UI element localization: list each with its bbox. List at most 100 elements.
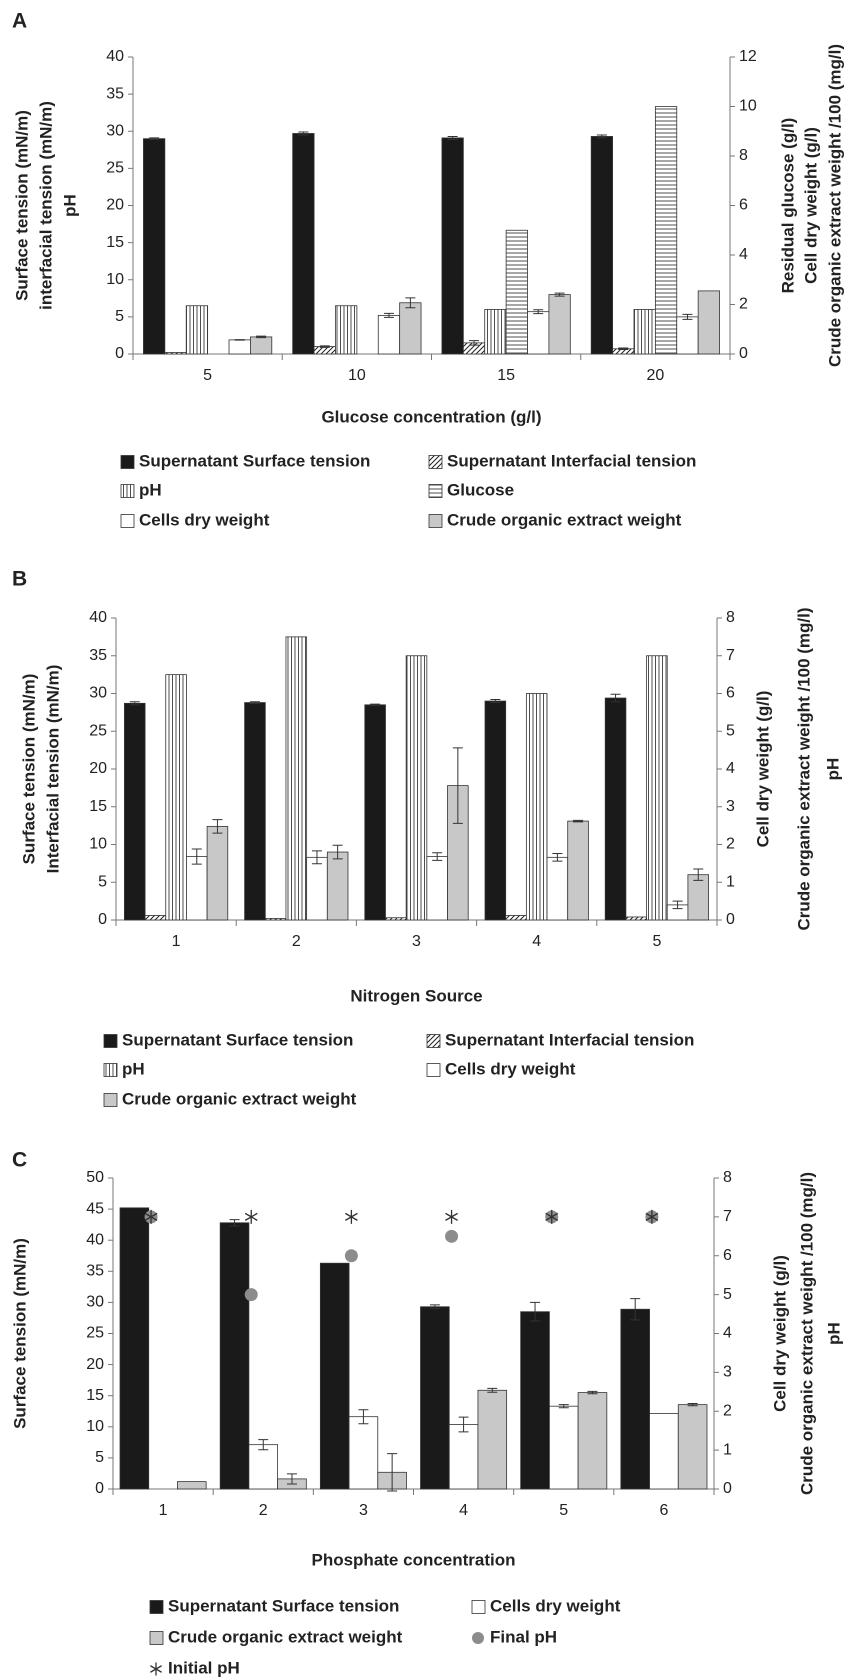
bar <box>377 314 401 355</box>
x-tick-label: 5 <box>652 933 661 950</box>
y2-tick-label: 10 <box>739 98 757 115</box>
legend-swatch <box>428 455 443 469</box>
error-bar <box>618 347 629 351</box>
bar <box>546 856 569 921</box>
y2-tick-label: 7 <box>723 1208 732 1225</box>
y2-tick-label: 8 <box>726 609 735 626</box>
legend-swatch <box>426 1034 441 1048</box>
bar <box>548 294 571 355</box>
error-bar <box>672 900 683 910</box>
error-bar <box>212 819 223 834</box>
y2-tick-label: 0 <box>726 911 735 928</box>
y-tick-label: 25 <box>106 160 124 177</box>
bar <box>405 655 428 921</box>
error-bar <box>432 852 443 861</box>
legend-swatch <box>426 1063 441 1077</box>
y-tick-label: 35 <box>89 647 107 664</box>
y-axis-title: Surface tension (mN/m) <box>19 674 38 865</box>
x-tick-label: 3 <box>359 1502 368 1519</box>
panel-label: B <box>12 568 27 591</box>
initial-ph-marker <box>545 1209 559 1224</box>
bar <box>124 702 146 921</box>
y2-tick-label: 3 <box>726 798 735 815</box>
bar <box>385 917 407 921</box>
y2-tick-label: 5 <box>723 1286 732 1303</box>
bar <box>484 700 507 921</box>
error-bar <box>610 693 621 703</box>
bar <box>484 309 507 355</box>
y2-axis-title: pH <box>824 1322 843 1345</box>
error-bar <box>469 340 480 346</box>
bar <box>319 1262 350 1490</box>
y-tick-label: 15 <box>106 234 124 251</box>
bar <box>248 1444 279 1490</box>
y2-axis-title: Cell dry weight (g/l) <box>753 691 772 848</box>
bar <box>399 302 422 355</box>
y2-tick-label: 6 <box>723 1247 732 1264</box>
bar <box>244 702 266 921</box>
x-tick-label: 4 <box>532 933 541 950</box>
legend-label: Supernatant Surface tension <box>168 1596 399 1615</box>
y-tick-label: 0 <box>95 1480 104 1497</box>
bar <box>441 137 464 355</box>
initial-ph-marker <box>345 1209 358 1224</box>
y-tick-label: 35 <box>86 1263 104 1280</box>
y-tick-label: 40 <box>106 48 124 65</box>
y-tick-label: 35 <box>106 85 124 102</box>
error-bar <box>630 1298 641 1321</box>
bar <box>119 1207 150 1490</box>
bar <box>186 856 208 921</box>
y-tick-label: 5 <box>95 1449 104 1466</box>
y2-axis-title: Cell dry weight (g/l) <box>801 127 820 284</box>
y-tick-label: 50 <box>86 1169 104 1186</box>
y-tick-label: 20 <box>89 760 107 777</box>
bar <box>620 1308 650 1490</box>
y-axis-title: pH <box>60 194 79 217</box>
error-bar <box>693 868 704 881</box>
bar <box>420 1306 450 1490</box>
y2-tick-label: 3 <box>723 1364 732 1381</box>
legend-label: Cells dry weight <box>139 510 270 529</box>
bar <box>292 133 315 355</box>
bar <box>448 1424 479 1490</box>
x-tick-label: 15 <box>497 367 515 384</box>
legend-label: Supernatant Surface tension <box>139 451 370 470</box>
bar <box>525 693 548 921</box>
bar <box>250 336 273 355</box>
x-axis-title: Glucose concentration (g/l) <box>321 407 541 426</box>
y-tick-label: 10 <box>106 271 124 288</box>
bar <box>646 655 668 921</box>
initial-ph-marker <box>645 1209 659 1224</box>
error-bar <box>256 335 267 339</box>
error-bar <box>229 1219 240 1227</box>
bar <box>577 1392 608 1490</box>
y2-tick-label: 0 <box>739 345 748 362</box>
legend-swatch <box>428 484 443 498</box>
y-tick-label: 20 <box>86 1356 104 1373</box>
y2-tick-label: 5 <box>726 722 735 739</box>
y-axis-title: Surface tension (mN/m) <box>12 110 31 301</box>
legend-swatch <box>428 514 443 528</box>
legend-swatch <box>150 1662 162 1676</box>
bar <box>177 1481 207 1490</box>
y2-axis-title: Crude organic extract weight /100 (mg/l) <box>797 1172 816 1495</box>
y2-tick-label: 2 <box>739 296 748 313</box>
legend-swatch <box>103 1034 118 1048</box>
error-bar <box>429 1304 440 1310</box>
x-tick-label: 1 <box>172 933 181 950</box>
x-axis-title: Nitrogen Source <box>350 986 482 1005</box>
bar <box>164 352 187 355</box>
y2-tick-label: 6 <box>726 685 735 702</box>
bar <box>625 916 647 921</box>
error-bar <box>447 135 458 140</box>
y-tick-label: 40 <box>89 609 107 626</box>
legend-label: Glucose <box>447 480 514 499</box>
error-bar <box>383 312 394 318</box>
x-tick-label: 2 <box>259 1502 268 1519</box>
x-tick-label: 2 <box>292 933 301 950</box>
error-bar <box>249 701 260 704</box>
bar <box>548 1405 579 1490</box>
legend-label: Supernatant Interfacial tension <box>447 451 696 470</box>
error-bar <box>596 134 607 139</box>
